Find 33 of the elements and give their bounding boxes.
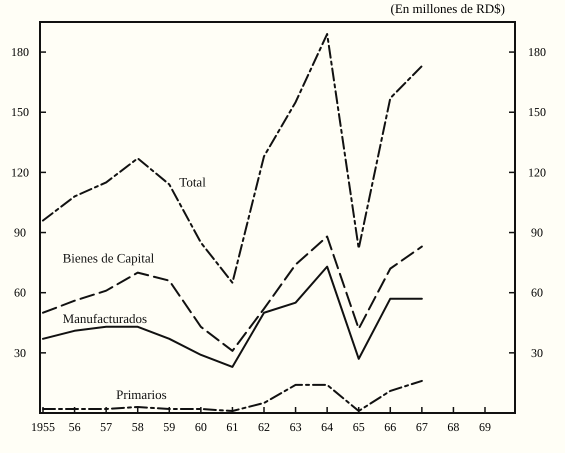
y-tick-label: 30 [14,346,26,360]
x-tick-label: 66 [384,420,396,434]
y2-tick-label: 30 [531,346,543,360]
y-tick-label: 150 [11,105,29,120]
x-tick-label: 58 [132,420,144,434]
y-tick-label: 120 [11,165,29,180]
x-tick-label: 69 [479,420,491,434]
y2-tick-label: 90 [531,226,543,240]
x-tick-label: 1955 [31,420,55,434]
x-tick-label: 61 [226,420,238,434]
series-label: Manufacturados [62,310,148,326]
y2-tick-label: 180 [528,45,546,60]
x-tick-label: 62 [258,420,270,434]
x-tick-label: 65 [352,420,365,434]
x-tick-label: 63 [290,420,302,434]
y2-tick-label: 120 [528,165,546,180]
line-series [42,33,423,284]
x-tick-label: 59 [163,420,176,434]
y-tick-label: 180 [11,45,29,60]
y-tick-label: 60 [14,286,26,300]
x-tick-label: 56 [68,420,81,434]
x-tick-label: 68 [447,420,460,434]
y2-tick-label: 150 [528,105,546,120]
x-tick-label: 60 [194,420,207,434]
x-tick-label: 57 [100,420,112,434]
series-label: Primarios [116,386,167,402]
series-label: Bienes de Capital [62,250,155,266]
chart-subtitle: (En millones de RD$) [390,1,505,16]
y-tick-label: 90 [14,226,26,240]
series-label: Total [179,174,206,190]
x-tick-label: 67 [416,420,428,434]
x-tick-label: 64 [321,420,334,434]
y2-tick-label: 60 [531,286,543,300]
